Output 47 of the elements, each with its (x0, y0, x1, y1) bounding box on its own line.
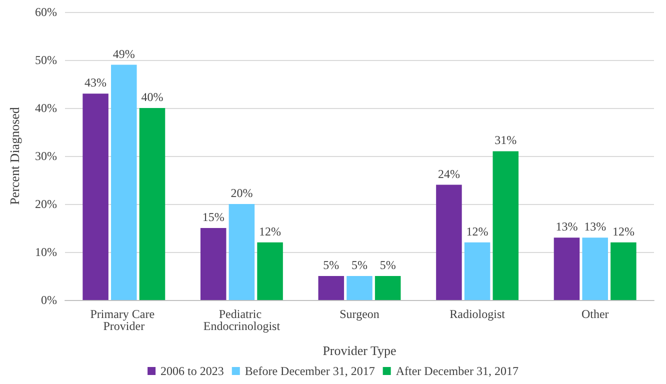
y-tick-label: 60% (35, 5, 57, 19)
bar (139, 108, 166, 300)
x-tick-label: Surgeon (340, 307, 380, 321)
bar (582, 238, 608, 300)
y-tick-label: 40% (35, 101, 57, 115)
y-axis-title: Percent Diagnosed (7, 106, 22, 205)
y-tick-label: 20% (35, 197, 57, 211)
data-label: 40% (141, 90, 164, 104)
bar (374, 276, 401, 300)
bar (436, 184, 462, 300)
legend-label: After December 31, 2017 (396, 364, 518, 378)
data-label: 43% (84, 76, 107, 90)
legend-label: Before December 31, 2017 (244, 364, 375, 378)
bar (257, 242, 283, 300)
bar (200, 228, 226, 300)
x-tick-label: Other (581, 307, 609, 321)
bar (111, 64, 137, 300)
data-label: 15% (202, 210, 224, 224)
data-label: 5% (352, 258, 368, 272)
y-tick-label: 30% (35, 149, 57, 163)
bar (318, 276, 344, 300)
bar (346, 276, 372, 300)
bar (82, 94, 108, 300)
bar (492, 151, 519, 300)
x-tick-label: Primary Care Provider (90, 307, 158, 333)
data-label: 49% (112, 46, 135, 61)
data-label: 13% (584, 220, 606, 234)
bar (610, 242, 636, 300)
x-tick-label: Pediatric Endocrinologist (203, 307, 281, 333)
data-label: 12% (612, 224, 634, 238)
data-label: 20% (230, 186, 253, 200)
data-label: 5% (380, 258, 396, 272)
data-label: 24% (438, 166, 460, 181)
y-tick-label: 0% (41, 293, 57, 307)
data-label: 13% (556, 220, 578, 234)
x-axis-title: Provider Type (322, 343, 397, 358)
y-tick-label: 10% (35, 245, 57, 259)
bar (228, 204, 255, 300)
x-tick-label: Radiologist (450, 307, 506, 321)
y-tick-label: 50% (35, 53, 57, 67)
data-label: 12% (466, 224, 488, 238)
bar (554, 238, 580, 300)
bar (464, 242, 490, 300)
data-label: 12% (259, 224, 282, 238)
data-label: 31% (494, 133, 517, 148)
data-label: 5% (323, 258, 340, 272)
legend-label: 2006 to 2023 (160, 364, 224, 378)
